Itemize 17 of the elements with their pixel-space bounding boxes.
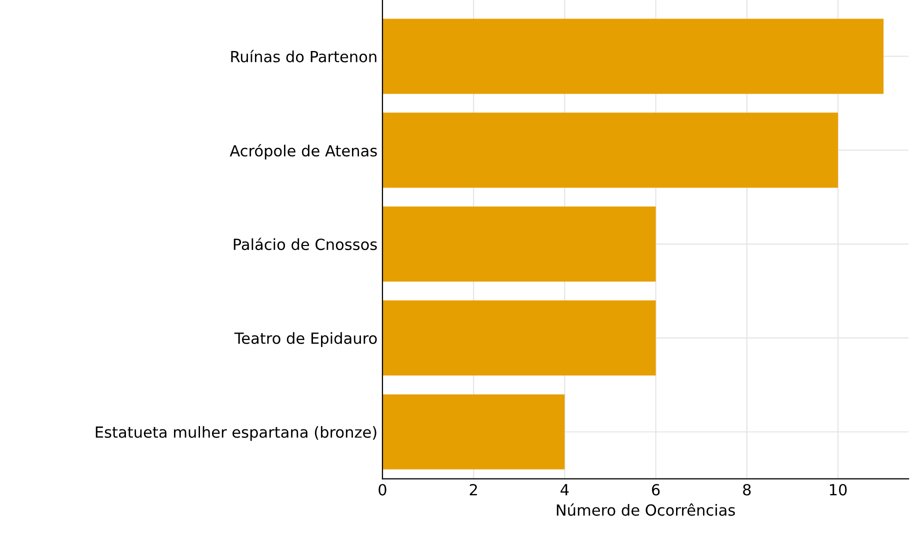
bar bbox=[382, 206, 656, 282]
x-tick-label: 2 bbox=[470, 484, 477, 496]
bar bbox=[382, 18, 884, 94]
x-axis-title: Número de Ocorrências bbox=[556, 503, 735, 516]
y-tick-label: Estatueta mulher espartana (bronze) bbox=[96, 426, 376, 441]
x-tick-label: 4 bbox=[560, 484, 569, 496]
bar bbox=[382, 394, 565, 470]
y-tick-label: Acrópole de Atenas bbox=[230, 144, 377, 160]
bar bbox=[382, 112, 838, 188]
x-tick-label: 0 bbox=[378, 484, 386, 496]
y-tick-label: Ruínas do Partenon bbox=[231, 50, 376, 62]
y-tick-label: Palácio de Cnossos bbox=[234, 238, 377, 250]
y-tick-label: Teatro de Epidauro bbox=[234, 332, 377, 347]
x-tick-label: 6 bbox=[652, 484, 660, 496]
x-tick-label: 8 bbox=[743, 484, 751, 496]
x-tick-label: 10 bbox=[830, 484, 847, 496]
bar bbox=[382, 300, 656, 376]
